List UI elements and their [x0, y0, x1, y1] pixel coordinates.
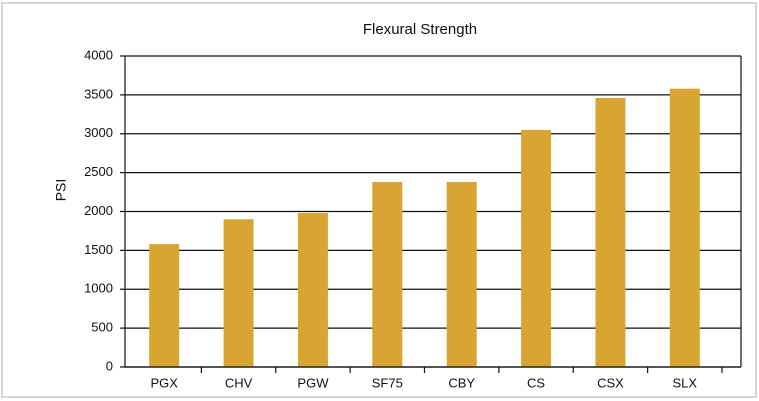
bar	[372, 181, 403, 367]
bar	[669, 88, 700, 367]
y-axis-label: PSI	[53, 179, 69, 202]
bar	[446, 181, 477, 367]
bar	[297, 213, 328, 367]
y-tick-label: 3000	[84, 125, 113, 140]
y-tick-label: 2000	[84, 203, 113, 218]
y-tick-label: 500	[91, 320, 113, 335]
x-tick-label: PGW	[297, 375, 329, 390]
x-tick-label: CHV	[225, 375, 253, 390]
y-tick-label: 0	[106, 358, 113, 373]
x-tick-label: SLX	[673, 375, 698, 390]
y-tick-label: 1000	[84, 281, 113, 296]
chart-title: Flexural Strength	[363, 21, 477, 38]
bar	[223, 219, 254, 367]
bar	[595, 97, 626, 368]
x-tick-label: CBY	[448, 375, 475, 390]
y-tick-label: 2500	[84, 164, 113, 179]
x-tick-label: PGX	[150, 375, 178, 390]
x-tick-label: CS	[527, 375, 545, 390]
y-tick-label: 3500	[84, 86, 113, 101]
bar	[149, 244, 180, 367]
y-tick-label: 1500	[84, 242, 113, 257]
x-tick-label: CSX	[597, 375, 624, 390]
bar	[521, 129, 552, 367]
y-tick-label: 4000	[84, 47, 113, 62]
x-tick-label: SF75	[372, 375, 403, 390]
